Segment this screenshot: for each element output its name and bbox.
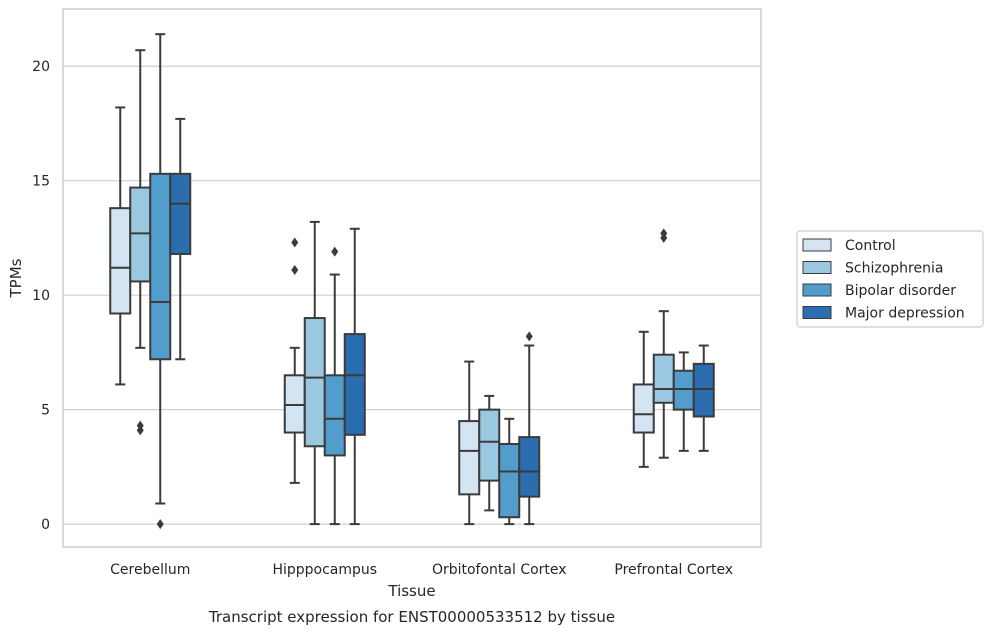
- legend: Control Schizophrenia Bipolar disorder Majo…: [796, 230, 984, 328]
- x-axis-ticks: Cerebellum Hipppocampus Orbitofontal Corte…: [110, 562, 733, 578]
- y-tick-label: 15: [32, 174, 50, 190]
- box-body: [632, 383, 655, 434]
- box-body: [672, 369, 695, 411]
- box-body: [283, 374, 306, 434]
- box-control: [458, 360, 481, 526]
- x-tick-label: Cerebellum: [110, 562, 190, 578]
- box-control: [109, 106, 132, 386]
- legend-swatch: [802, 238, 832, 252]
- y-tick-label: 20: [32, 59, 50, 75]
- box-major-depression: [343, 227, 366, 526]
- x-tick-label: Orbitofontal Cortex: [432, 562, 567, 578]
- box-major-depression: [169, 117, 192, 361]
- box-schizophrenia: [478, 394, 501, 512]
- box-body: [652, 353, 675, 404]
- box-body: [458, 420, 481, 496]
- y-tick-label: 0: [41, 517, 50, 533]
- box-control: [283, 237, 306, 484]
- legend-label: Schizophrenia: [845, 261, 943, 277]
- y-tick-label: 5: [41, 403, 50, 419]
- box-body: [109, 207, 132, 315]
- legend-box: [796, 230, 984, 328]
- outlier-point: [660, 228, 668, 239]
- x-tick-label: Hipppocampus: [272, 562, 377, 578]
- outlier-point: [136, 420, 144, 431]
- box-body: [692, 362, 715, 418]
- box-bipolar-disorder: [498, 417, 521, 526]
- outlier-point: [291, 237, 299, 248]
- legend-swatch: [802, 306, 832, 319]
- box-groups: [109, 33, 715, 530]
- box-body: [518, 436, 541, 498]
- box-bipolar-disorder: [323, 246, 346, 526]
- box-body: [129, 186, 152, 283]
- box-control: [632, 330, 655, 468]
- x-tick-label: Prefrontal Cortex: [614, 562, 733, 578]
- legend-label: Control: [845, 238, 896, 254]
- box-major-depression: [692, 344, 715, 452]
- box-major-depression: [518, 331, 541, 526]
- box-body: [149, 172, 172, 361]
- plot-border: [62, 8, 762, 548]
- box-body: [498, 442, 521, 519]
- box-body: [343, 333, 366, 436]
- box-schizophrenia: [652, 228, 675, 459]
- legend-swatch: [802, 261, 832, 274]
- box-schizophrenia: [303, 220, 326, 526]
- outlier-point: [291, 264, 299, 275]
- box-body: [478, 408, 501, 482]
- y-axis-ticks: 0 5 10 15 20: [32, 59, 50, 533]
- box-body: [303, 317, 326, 448]
- outlier-point: [156, 519, 164, 530]
- legend-label: Major depression: [845, 306, 965, 322]
- chart-caption: Transcript expression for ENST0000053351…: [208, 608, 615, 626]
- outlier-point: [525, 331, 533, 342]
- box-body: [169, 172, 192, 255]
- y-axis-title: TPMs: [7, 258, 25, 298]
- outlier-point: [331, 246, 339, 257]
- plot-frame: [62, 8, 762, 548]
- x-axis-title: Tissue: [387, 582, 435, 600]
- y-tick-label: 10: [32, 288, 50, 304]
- legend-label: Bipolar disorder: [845, 283, 956, 299]
- box-body: [323, 374, 346, 457]
- box-bipolar-disorder: [672, 351, 695, 452]
- legend-swatch: [802, 283, 832, 297]
- box-schizophrenia: [129, 49, 152, 436]
- box-bipolar-disorder: [149, 33, 172, 530]
